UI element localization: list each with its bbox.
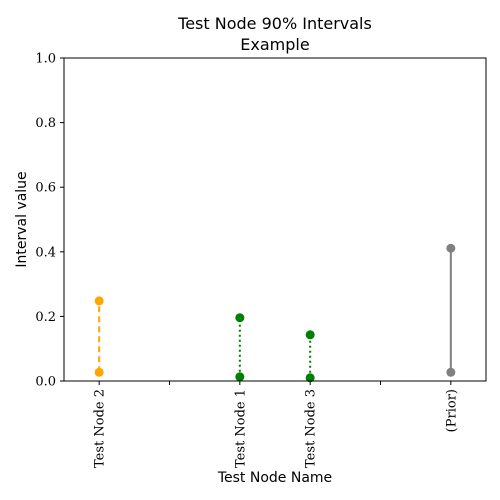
x-tick-label: Test Node 3 <box>304 389 319 468</box>
interval-1 <box>235 313 245 382</box>
x-tick-label: Test Node 2 <box>93 389 108 468</box>
y-tick-label: 0.6 <box>35 181 56 196</box>
interval-0 <box>94 296 104 377</box>
interval-upper-point <box>235 313 245 323</box>
interval-lower-point <box>94 367 104 377</box>
chart-title-line2: Example <box>240 35 309 54</box>
y-tick-label: 0.8 <box>35 116 56 131</box>
interval-upper-point <box>305 330 315 340</box>
interval-3 <box>446 243 456 377</box>
interval-2 <box>305 330 315 383</box>
x-axis-label: Test Node Name <box>217 470 332 486</box>
y-axis-label: Interval value <box>14 171 30 267</box>
chart-title-line1: Test Node 90% Intervals <box>177 14 372 33</box>
x-axis-ticks: Test Node 2 Test Node 1 Test Node 3 (Prior) <box>93 381 459 468</box>
plot-frame <box>63 57 487 382</box>
interval-lower-point <box>305 373 315 383</box>
interval-series <box>94 243 456 383</box>
y-axis-ticks: 0.0 0.2 0.4 0.6 0.8 1.0 <box>35 52 64 390</box>
interval-lower-point <box>446 367 456 377</box>
y-tick-label: 0.0 <box>35 375 56 390</box>
y-tick-label: 1.0 <box>35 52 56 67</box>
interval-upper-point <box>94 296 104 306</box>
interval-lower-point <box>235 372 245 382</box>
y-tick-label: 0.2 <box>35 310 56 325</box>
x-tick-label: Test Node 1 <box>233 389 248 468</box>
y-tick-label: 0.4 <box>35 245 56 260</box>
interval-upper-point <box>446 243 456 253</box>
x-tick-label: (Prior) <box>444 389 459 432</box>
